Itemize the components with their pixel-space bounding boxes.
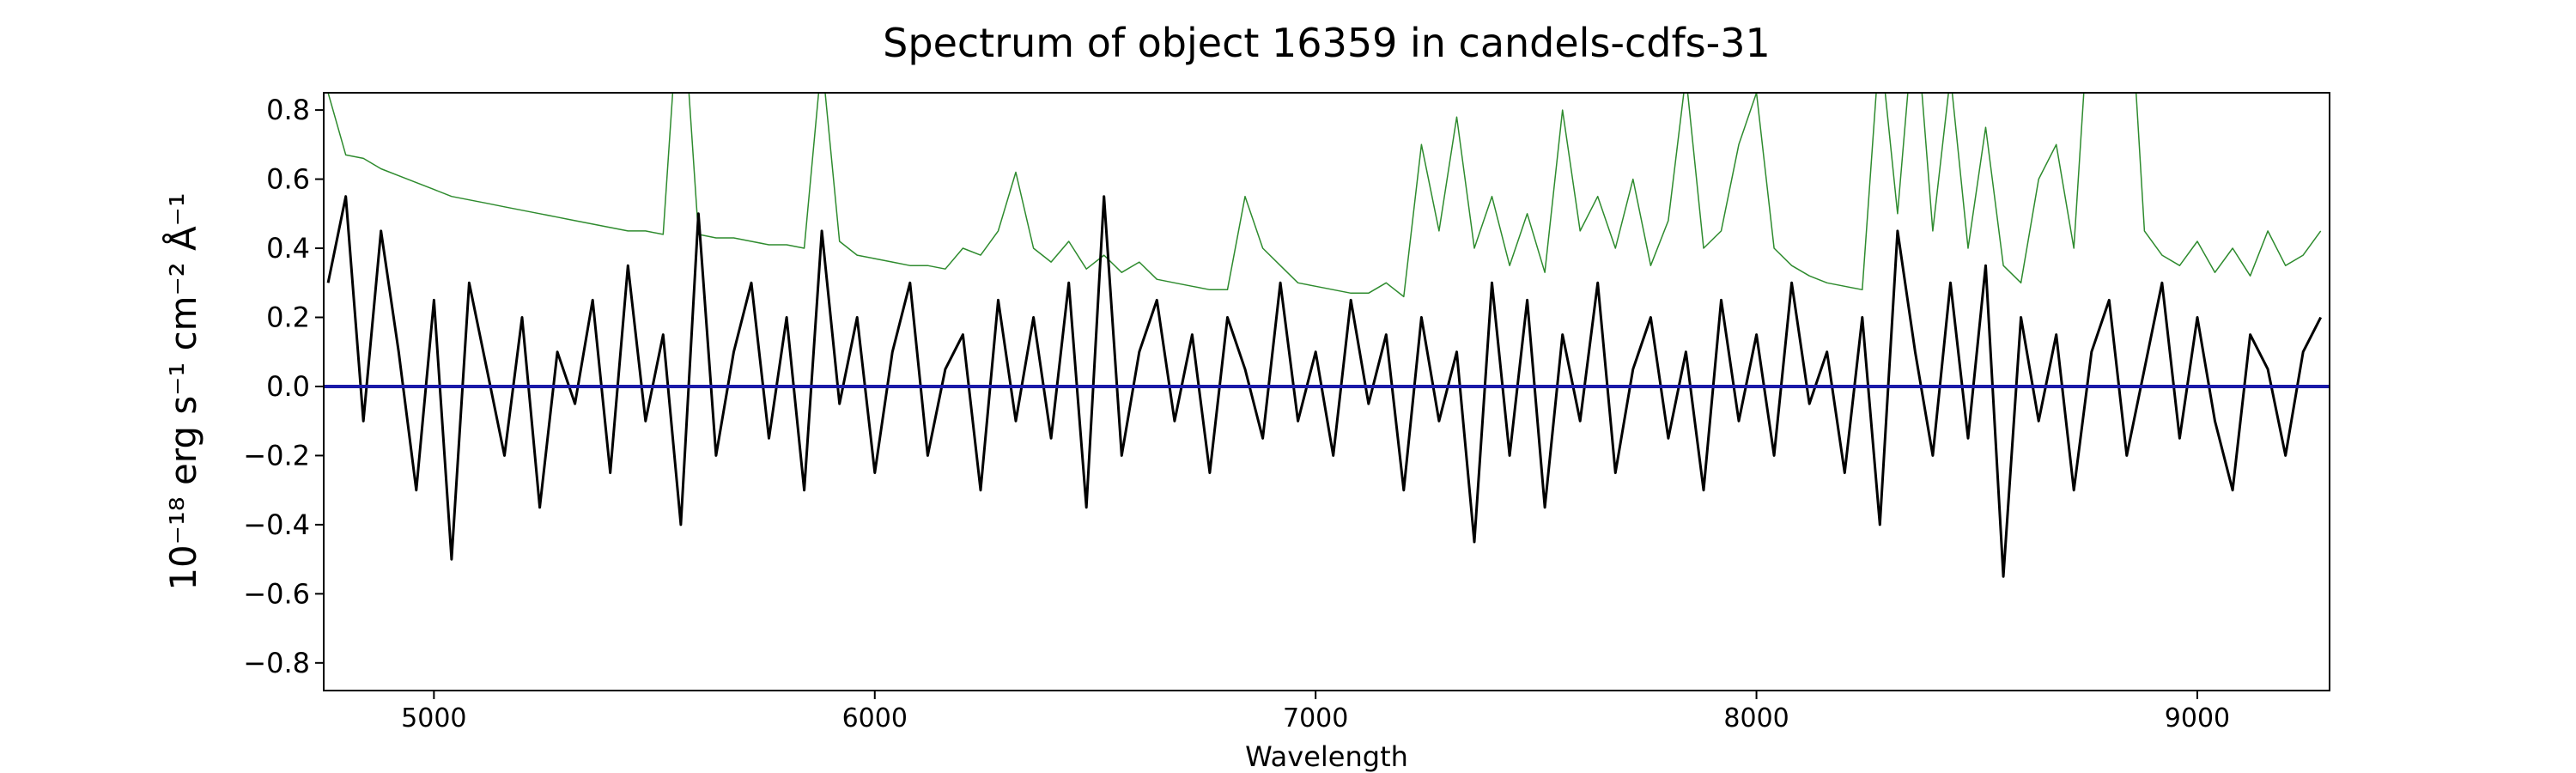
spectrum-line — [326, 195, 2323, 578]
x-tick-label: 6000 — [842, 703, 908, 733]
y-axis-label: 10⁻¹⁸ erg s⁻¹ cm⁻² Å⁻¹ — [161, 192, 204, 590]
x-axis-label: Wavelength — [1245, 740, 1408, 773]
y-tick-label: 0.4 — [266, 232, 310, 265]
y-tick-label: −0.4 — [243, 508, 310, 541]
y-tick-label: 0.0 — [266, 370, 310, 403]
x-tick-label: 8000 — [1723, 703, 1789, 733]
spectrum-line — [327, 93, 2322, 298]
y-tick-label: −0.8 — [243, 647, 310, 679]
x-tick-label: 9000 — [2165, 703, 2230, 733]
y-tick-label: 0.6 — [266, 163, 310, 196]
y-tick-label: −0.6 — [243, 577, 310, 610]
x-tick-label: 5000 — [401, 703, 466, 733]
y-tick-label: −0.2 — [243, 439, 310, 472]
chart-title: Spectrum of object 16359 in candels-cdfs… — [883, 20, 1771, 66]
plot-area — [324, 93, 2330, 578]
axes-frame — [323, 92, 2330, 691]
y-tick-label: 0.2 — [266, 301, 310, 334]
x-tick-label: 7000 — [1283, 703, 1348, 733]
y-tick-label: 0.8 — [266, 94, 310, 126]
